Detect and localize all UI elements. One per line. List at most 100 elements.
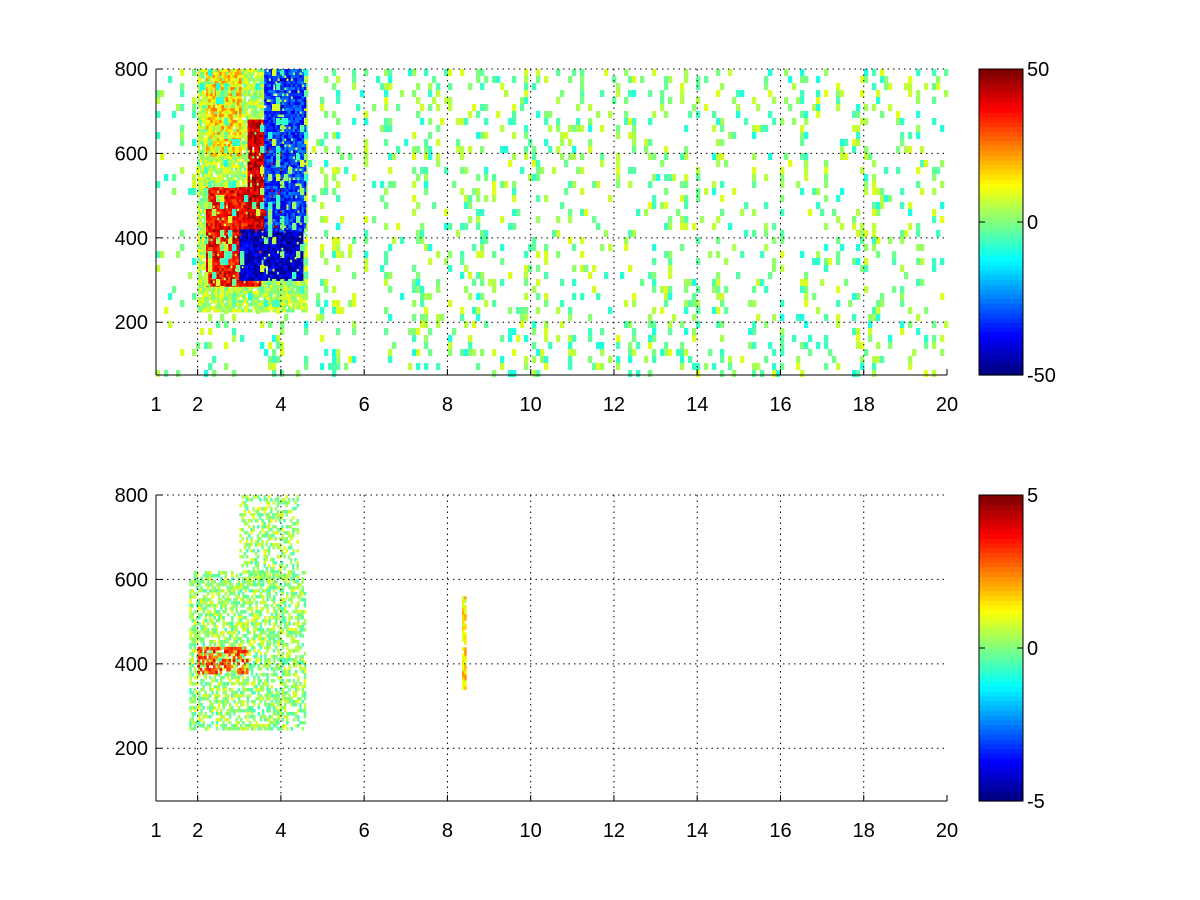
heatmap-cell bbox=[225, 193, 229, 197]
heatmap-cell bbox=[208, 226, 211, 230]
heatmap-cell bbox=[292, 285, 295, 289]
heatmap-cell bbox=[248, 69, 251, 73]
heatmap-cell bbox=[248, 93, 251, 97]
heatmap-cell bbox=[245, 220, 249, 224]
heatmap-cell bbox=[285, 303, 289, 307]
heatmap-cell bbox=[217, 250, 220, 254]
heatmap-cell bbox=[298, 111, 302, 115]
heatmap-cell bbox=[252, 122, 255, 127]
heatmap-cell bbox=[219, 256, 222, 260]
heatmap-cell bbox=[239, 235, 242, 239]
heatmap-cell bbox=[199, 90, 203, 94]
heatmap-cell bbox=[247, 176, 251, 181]
heatmap-cell bbox=[254, 81, 258, 85]
heatmap-cell bbox=[197, 213, 201, 217]
heatmap-cell bbox=[303, 252, 306, 256]
heatmap-cell bbox=[210, 187, 213, 191]
heatmap-cell bbox=[202, 129, 205, 133]
heatmap-cell bbox=[246, 210, 249, 214]
heatmap-cell bbox=[247, 197, 251, 202]
heatmap-cell bbox=[254, 164, 257, 169]
heatmap-cell bbox=[241, 187, 244, 191]
heatmap-cell bbox=[254, 122, 257, 127]
heatmap-cell bbox=[245, 193, 249, 197]
heatmap-cell bbox=[250, 102, 253, 106]
heatmap-cell bbox=[285, 282, 289, 286]
heatmap-cell bbox=[225, 199, 229, 203]
heatmap-cell bbox=[287, 306, 291, 310]
heatmap-cell bbox=[228, 150, 231, 154]
heatmap-cell bbox=[223, 202, 227, 206]
heatmap-cell bbox=[215, 183, 218, 187]
heatmap-cell bbox=[221, 111, 225, 115]
heatmap-cell bbox=[239, 274, 242, 278]
heatmap-cell bbox=[215, 165, 218, 169]
heatmap-cell bbox=[249, 122, 253, 127]
heatmap-cell bbox=[254, 188, 257, 193]
heatmap-cell bbox=[254, 143, 257, 148]
heatmap-cell bbox=[294, 147, 297, 151]
heatmap-cell bbox=[212, 268, 216, 272]
heatmap-cell bbox=[212, 247, 216, 251]
heatmap-cell bbox=[225, 187, 229, 191]
heatmap-cell bbox=[246, 93, 249, 97]
heatmap-cell bbox=[228, 280, 231, 284]
heatmap-cell bbox=[301, 300, 304, 304]
heatmap-cell bbox=[223, 211, 227, 215]
heatmap-cell bbox=[199, 219, 203, 223]
heatmap-cell bbox=[230, 271, 233, 275]
heatmap-cell bbox=[287, 177, 291, 181]
heatmap-cell bbox=[224, 174, 227, 178]
heatmap-cell bbox=[260, 221, 264, 226]
heatmap-cell bbox=[208, 214, 211, 218]
heatmap-cell bbox=[219, 309, 223, 313]
heatmap-cell bbox=[283, 306, 286, 310]
heatmap-cell bbox=[252, 143, 255, 148]
heatmap-cell bbox=[259, 102, 262, 106]
heatmap-cell bbox=[254, 111, 258, 115]
heatmap-cell bbox=[206, 262, 209, 266]
heatmap-cell bbox=[239, 294, 242, 298]
heatmap-cell bbox=[241, 177, 245, 181]
heatmap-cell bbox=[232, 291, 236, 295]
heatmap-cell bbox=[213, 165, 216, 169]
heatmap-cell bbox=[217, 262, 220, 266]
heatmap-cell bbox=[303, 195, 306, 199]
heatmap-cell bbox=[228, 244, 231, 248]
heatmap-cell bbox=[199, 303, 203, 307]
heatmap-cell bbox=[208, 280, 211, 284]
heatmap-cell bbox=[202, 177, 205, 181]
heatmap-cell bbox=[258, 206, 262, 211]
heatmap-cell bbox=[237, 111, 240, 115]
heatmap-cell bbox=[204, 156, 207, 160]
heatmap-cell bbox=[204, 252, 207, 256]
heatmap-cell bbox=[202, 120, 205, 124]
heatmap-cell bbox=[221, 165, 225, 169]
heatmap-cell bbox=[241, 285, 245, 289]
heatmap-cell bbox=[197, 297, 201, 301]
heatmap-cell bbox=[254, 280, 257, 284]
heatmap-cell bbox=[214, 232, 218, 236]
heatmap-cell bbox=[239, 190, 242, 194]
heatmap-cell bbox=[221, 300, 225, 304]
heatmap-cell bbox=[237, 114, 240, 118]
heatmap-cell bbox=[247, 143, 251, 148]
heatmap-cell bbox=[261, 105, 264, 109]
heatmap-cell bbox=[303, 264, 306, 268]
heatmap-cell bbox=[257, 114, 260, 118]
heatmap-cell bbox=[202, 231, 205, 235]
heatmap-cell bbox=[261, 123, 264, 127]
heatmap-cell bbox=[261, 174, 264, 178]
heatmap-cell bbox=[199, 282, 203, 286]
heatmap-cell bbox=[206, 211, 209, 215]
heatmap-cell bbox=[219, 238, 222, 242]
heatmap-cell bbox=[276, 78, 280, 82]
heatmap-cell bbox=[199, 252, 203, 256]
heatmap-cell bbox=[206, 214, 209, 218]
heatmap-cell bbox=[202, 156, 205, 160]
heatmap-cell bbox=[305, 207, 308, 211]
heatmap-cell bbox=[230, 277, 233, 281]
heatmap-cell bbox=[204, 288, 207, 292]
heatmap-cell bbox=[243, 244, 247, 248]
heatmap-cell bbox=[246, 168, 249, 172]
